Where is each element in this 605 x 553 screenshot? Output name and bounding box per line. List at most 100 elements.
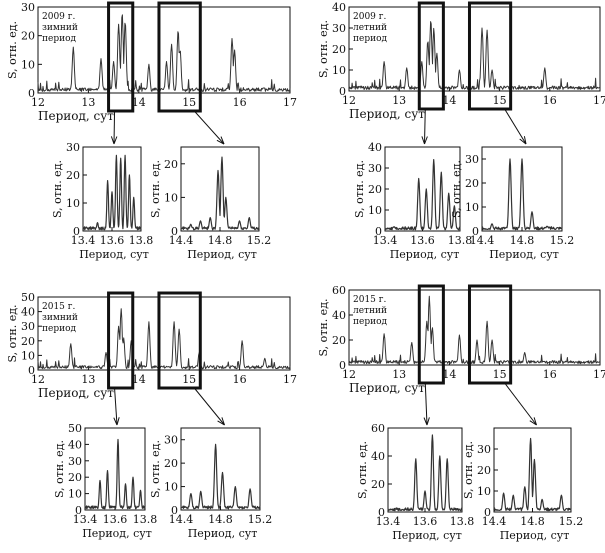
x-tick-label: 14 <box>132 373 146 386</box>
x-tick-label: 13.6 <box>103 513 128 526</box>
y-axis-label: S, отн. ед. <box>356 441 369 499</box>
x-tick-label: 15.2 <box>247 234 272 247</box>
y-tick-label: 10 <box>164 191 178 204</box>
x-axis-label: Период, сут <box>188 527 258 540</box>
x-tick-label: 12 <box>342 94 356 107</box>
y-tick-label: 0 <box>73 225 80 238</box>
x-axis-label: Период, сут <box>500 529 570 542</box>
zoom-arrow-line <box>193 110 225 145</box>
x-tick-label: 13.4 <box>373 234 398 247</box>
y-axis-label: S, отн. ед. <box>6 21 19 79</box>
highlight-box <box>467 1 513 111</box>
x-axis-label: Период, сут <box>390 248 460 261</box>
series-line <box>493 437 572 512</box>
chart-s2009-zoom2: 14.4 14.8 15.2 0 10 20 30 Период, сут S, отн. ед… <box>450 146 575 261</box>
series-line <box>37 14 291 92</box>
x-tick-label: 13.8 <box>133 513 158 526</box>
y-tick-label: 50 <box>21 291 35 304</box>
panel-annotation: период <box>353 317 388 327</box>
x-tick-label: 13.8 <box>450 515 475 528</box>
highlight-box <box>157 291 202 390</box>
series-line <box>348 295 601 365</box>
x-axis-label: Период, сут <box>82 527 152 540</box>
y-tick-label: 0 <box>484 506 491 519</box>
x-tick-label: 13 <box>392 368 406 381</box>
chart-s2009-main: 12 13 14 15 16 17 0 10 20 30 40 Период, сут S, отн. … <box>317 1 605 145</box>
panel-annotation: летний <box>353 23 387 33</box>
y-axis-label: S, отн. ед. <box>149 440 162 498</box>
y-tick-label: 0 <box>472 225 479 238</box>
chart-w2009-zoom1: 13.4 13.6 13.8 0 10 20 30 Период, сут S, отн. ед… <box>51 141 153 261</box>
y-tick-label: 0 <box>375 225 382 238</box>
y-tick-label: 10 <box>68 488 82 501</box>
y-tick-label: 40 <box>371 450 385 463</box>
zoom-arrow-head <box>217 417 225 426</box>
x-tick-label: 15 <box>182 96 196 109</box>
y-axis-label: S, отн. ед. <box>317 299 330 357</box>
x-tick-label: 13.4 <box>71 234 96 247</box>
y-tick-label: 20 <box>371 478 385 491</box>
y-tick-label: 20 <box>332 334 346 347</box>
x-tick-label: 14 <box>442 94 456 107</box>
y-axis-label: S, отн. ед. <box>462 441 475 499</box>
panel-annotation: 2009 г. <box>42 12 75 22</box>
y-tick-label: 20 <box>477 464 491 477</box>
y-tick-label: 0 <box>28 87 35 100</box>
zoom-arrow-line <box>193 387 225 426</box>
zoom-arrow-head <box>113 417 120 426</box>
x-tick-label: 15.2 <box>550 234 575 247</box>
x-tick-label: 13.6 <box>100 234 125 247</box>
y-tick-label: 40 <box>332 309 346 322</box>
series-line <box>82 154 142 231</box>
x-tick-label: 17 <box>593 368 605 381</box>
y-axis-label: S, отн. ед. <box>53 440 66 498</box>
y-tick-label: 20 <box>368 183 382 196</box>
plot-frame <box>348 289 601 366</box>
y-tick-label: 10 <box>368 204 382 217</box>
x-tick-label: 13.6 <box>410 234 435 247</box>
y-axis-label: S, отн. ед. <box>317 20 330 78</box>
x-tick-label: 13.4 <box>73 513 98 526</box>
x-tick-label: 13 <box>392 94 406 107</box>
y-tick-label: 10 <box>21 349 35 362</box>
chart-w2009-zoom2: 14.4 14.8 15.2 0 10 20 Период, сут S, отн. ед. <box>149 146 272 261</box>
plot-frame <box>180 146 260 232</box>
x-axis-label: Период, сут <box>392 529 462 542</box>
y-tick-label: 10 <box>332 64 346 77</box>
x-tick-label: 16 <box>233 96 247 109</box>
y-axis-label: S, отн. ед. <box>353 160 366 218</box>
y-tick-label: 0 <box>28 364 35 377</box>
y-tick-label: 30 <box>332 22 346 35</box>
y-tick-label: 20 <box>21 30 35 43</box>
zoom-arrow-line <box>424 382 428 426</box>
y-tick-label: 10 <box>21 58 35 71</box>
panel-annotation: 2015 г. <box>353 295 386 305</box>
x-tick-label: 15 <box>493 94 507 107</box>
series-line <box>384 159 461 231</box>
y-tick-label: 60 <box>371 422 385 435</box>
chart-s2015-zoom1: 13.4 13.6 13.8 0 20 40 60 Период, сут S, отн. ед… <box>356 422 474 542</box>
x-tick-label: 14.4 <box>482 515 507 528</box>
y-tick-label: 10 <box>164 481 178 494</box>
x-tick-label: 14.4 <box>169 513 194 526</box>
y-tick-label: 30 <box>477 443 491 456</box>
x-tick-label: 17 <box>283 96 297 109</box>
x-tick-label: 14.4 <box>169 234 194 247</box>
x-tick-label: 15.2 <box>248 513 273 526</box>
x-tick-label: 15 <box>493 368 507 381</box>
zoom-arrow-head <box>216 136 225 145</box>
highlight-box <box>467 284 513 385</box>
y-tick-label: 20 <box>164 457 178 470</box>
x-tick-label: 17 <box>283 373 297 386</box>
y-tick-label: 20 <box>332 43 346 56</box>
x-tick-label: 14.4 <box>470 234 495 247</box>
x-tick-label: 14.8 <box>208 234 233 247</box>
x-tick-label: 13.8 <box>448 234 473 247</box>
series-line <box>481 158 563 231</box>
zoom-arrow-head <box>421 136 428 145</box>
plot-frame <box>37 6 291 94</box>
x-tick-label: 12 <box>31 96 45 109</box>
x-tick-label: 13.4 <box>376 515 401 528</box>
y-tick-label: 20 <box>164 158 178 171</box>
